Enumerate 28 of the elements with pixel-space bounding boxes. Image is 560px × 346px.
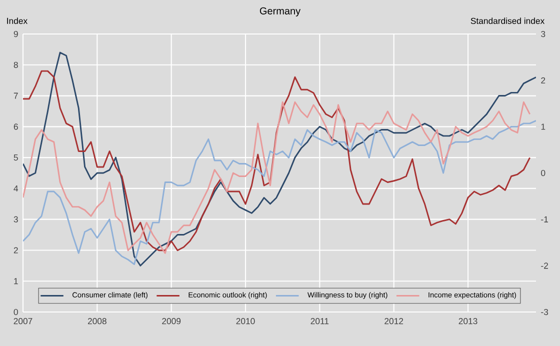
y-tick-label: 5 bbox=[14, 154, 18, 161]
x-tick-label: 2008 bbox=[88, 318, 106, 324]
chart-title: Germany bbox=[260, 7, 301, 16]
x-tick-label: 2007 bbox=[14, 318, 32, 324]
y2-axis-title: Standardised index bbox=[470, 18, 545, 24]
y-tick-label: 2 bbox=[14, 247, 18, 254]
y2-tick-label: -3 bbox=[541, 308, 548, 316]
y2-tick-label: 3 bbox=[541, 30, 546, 38]
x-tick-label: 2010 bbox=[236, 318, 255, 324]
x-tick-label: 2011 bbox=[310, 318, 329, 324]
y-tick-label: 1 bbox=[14, 278, 18, 284]
y2-tick-label: 2 bbox=[541, 77, 546, 84]
y2-tick-label: 1 bbox=[541, 124, 546, 130]
y-tick-label: 4 bbox=[14, 185, 18, 192]
x-tick-label: 2012 bbox=[384, 318, 404, 324]
y-tick-label: 6 bbox=[14, 124, 18, 130]
line-series bbox=[23, 101, 531, 254]
y2-tick-label: 0 bbox=[541, 170, 546, 176]
y-tick-label: 7 bbox=[14, 92, 18, 99]
y2-tick-label: -1 bbox=[541, 216, 548, 222]
y2-tick-label: -2 bbox=[541, 262, 548, 269]
y-axis-title: Index bbox=[7, 18, 28, 24]
y-tick-label: 8 bbox=[14, 62, 18, 68]
y-tick-label: 0 bbox=[14, 308, 18, 316]
x-tick-label: 2009 bbox=[162, 318, 181, 324]
x-tick-label: 2013 bbox=[458, 318, 478, 324]
y-tick-label: 3 bbox=[14, 216, 18, 222]
y-tick-label: 9 bbox=[14, 30, 18, 38]
